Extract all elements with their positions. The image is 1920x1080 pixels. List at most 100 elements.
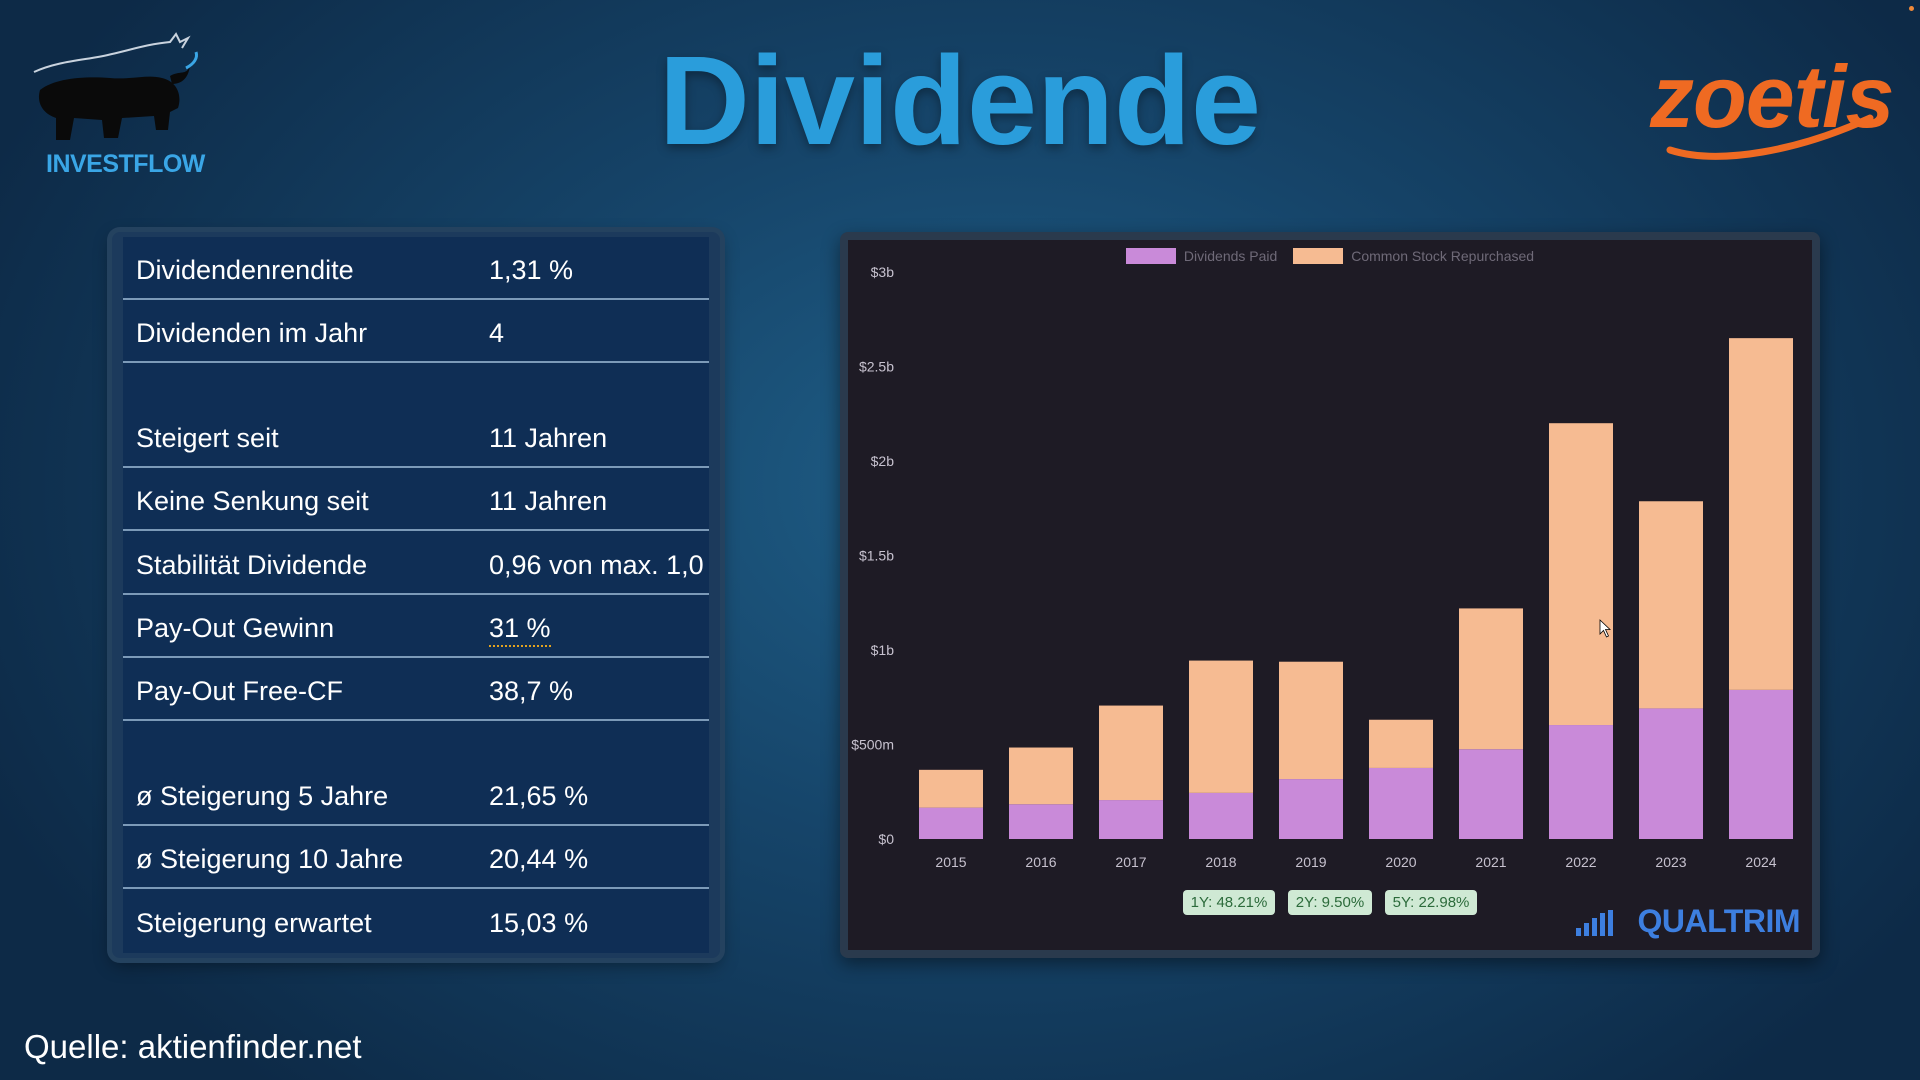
bar-stock-repurchased[interactable] bbox=[1639, 501, 1703, 709]
row-value: 0,96 von max. 1,0 bbox=[489, 550, 704, 580]
table-row: Steigerung erwartet 15,03 % bbox=[123, 890, 709, 953]
x-tick-label: 2021 bbox=[1475, 854, 1506, 870]
dividend-stats-panel: Dividendenrendite 1,31 % Dividenden im J… bbox=[112, 232, 720, 958]
qualtrim-logo-text: QUALTRIM bbox=[1637, 903, 1801, 939]
legend-swatch bbox=[1293, 248, 1344, 264]
y-tick-label: $2.5b bbox=[859, 359, 894, 375]
bar-dividends-paid[interactable] bbox=[1639, 708, 1703, 839]
zoetis-logo-text: zoetis bbox=[1650, 47, 1894, 146]
legend-item-dividends[interactable]: Dividends Paid bbox=[1125, 248, 1278, 264]
row-divider bbox=[123, 361, 709, 363]
table-row: Keine Senkung seit 11 Jahren bbox=[123, 468, 709, 531]
row-label: Pay-Out Free-CF bbox=[136, 676, 344, 706]
growth-badges: 1Y: 48.21% 2Y: 9.50% 5Y: 22.98% bbox=[848, 890, 1812, 915]
table-row: ø Steigerung 5 Jahre 21,65 % bbox=[123, 763, 709, 826]
chart-legend: Dividends Paid Common Stock Repurchased bbox=[848, 248, 1812, 264]
legend-label: Common Stock Repurchased bbox=[1351, 248, 1535, 264]
bar-dividends-paid[interactable] bbox=[919, 807, 983, 839]
stacked-bar-chart: $0 $500m $1b $1.5b $2b $2.5b $3b 2015 2016 2017 20… bbox=[851, 264, 1793, 870]
bar-dividends-paid[interactable] bbox=[1189, 792, 1253, 839]
swoosh-icon bbox=[1666, 114, 1874, 160]
y-tick-label: $0 bbox=[878, 831, 894, 847]
bar-dividends-paid[interactable] bbox=[1099, 800, 1163, 839]
row-divider bbox=[123, 656, 709, 658]
x-tick-label: 2023 bbox=[1655, 854, 1686, 870]
row-value: 1,31 % bbox=[489, 255, 574, 285]
bar-dividends-paid[interactable] bbox=[1279, 779, 1343, 839]
row-label: Dividenden im Jahr bbox=[136, 318, 368, 348]
bar-dividends-paid[interactable] bbox=[1369, 767, 1433, 839]
y-tick-label: $2b bbox=[871, 453, 895, 469]
y-tick-label: $1.5b bbox=[859, 548, 894, 564]
row-divider bbox=[123, 719, 709, 721]
chart-area: $0 $500m $1b $1.5b $2b $2.5b $3b 2015 2016 2017 20… bbox=[848, 240, 1812, 950]
row-divider bbox=[123, 466, 709, 468]
signal-bars-icon bbox=[1576, 910, 1613, 936]
bar-dividends-paid[interactable] bbox=[1549, 725, 1613, 839]
bar-stock-repurchased[interactable] bbox=[1459, 608, 1523, 750]
x-tick-label: 2019 bbox=[1295, 854, 1326, 870]
bar-dividends-paid[interactable] bbox=[1459, 749, 1523, 839]
recording-dot bbox=[1909, 6, 1914, 11]
row-value: 11 Jahren bbox=[489, 423, 608, 453]
y-tick-label: $500m bbox=[851, 737, 894, 753]
row-value: 20,44 % bbox=[489, 844, 589, 874]
legend-item-buybacks[interactable]: Common Stock Repurchased bbox=[1293, 248, 1534, 264]
investflow-logo: INVESTFLOW bbox=[30, 30, 205, 178]
row-value[interactable]: 31 % bbox=[489, 613, 551, 647]
y-tick-label: $3b bbox=[871, 264, 895, 280]
bull-icon bbox=[33, 32, 198, 140]
bar-dividends-paid[interactable] bbox=[1009, 804, 1073, 839]
row-divider bbox=[123, 824, 709, 826]
row-value: 21,65 % bbox=[489, 781, 589, 811]
mouse-cursor-icon bbox=[1599, 619, 1612, 638]
table-row: Stabilität Dividende 0,96 von max. 1,0 bbox=[123, 532, 709, 595]
x-tick-label: 2016 bbox=[1025, 854, 1056, 870]
bar-stock-repurchased[interactable] bbox=[1729, 338, 1793, 690]
row-value: 11 Jahren bbox=[489, 486, 608, 516]
x-tick-label: 2022 bbox=[1565, 854, 1596, 870]
x-tick-label: 2017 bbox=[1115, 854, 1146, 870]
x-tick-label: 2020 bbox=[1385, 854, 1416, 870]
row-label: Pay-Out Gewinn bbox=[136, 613, 335, 643]
bar-stock-repurchased[interactable] bbox=[1369, 719, 1433, 768]
row-value: 4 bbox=[489, 318, 505, 348]
row-divider bbox=[123, 593, 709, 595]
page-title: Dividende bbox=[658, 30, 1262, 171]
dividend-stats-table: Dividendenrendite 1,31 % Dividenden im J… bbox=[123, 237, 709, 953]
table-row: Steigert seit 11 Jahren bbox=[123, 405, 709, 468]
bar-stock-repurchased[interactable] bbox=[1279, 661, 1343, 780]
bar-stock-repurchased[interactable] bbox=[1009, 747, 1073, 805]
row-value: 15,03 % bbox=[489, 908, 589, 938]
row-label: Keine Senkung seit bbox=[136, 486, 369, 516]
row-label: Stabilität Dividende bbox=[136, 550, 368, 580]
bar-stock-repurchased[interactable] bbox=[1189, 660, 1253, 793]
row-label: ø Steigerung 10 Jahre bbox=[136, 844, 404, 874]
source-caption: Quelle: aktienfinder.net bbox=[24, 1028, 362, 1065]
legend-swatch bbox=[1125, 248, 1176, 264]
bar-dividends-paid[interactable] bbox=[1729, 689, 1793, 839]
x-tick-label: 2018 bbox=[1205, 854, 1236, 870]
row-value: 38,7 % bbox=[489, 676, 574, 706]
row-divider bbox=[123, 529, 709, 531]
table-row: Pay-Out Gewinn 31 % bbox=[123, 595, 709, 658]
bar-stock-repurchased[interactable] bbox=[919, 769, 983, 808]
zoetis-logo: zoetis bbox=[1640, 38, 1900, 160]
investflow-logo-text: INVESTFLOW bbox=[46, 150, 205, 178]
row-label: Steigert seit bbox=[136, 423, 279, 453]
growth-badge-2y: 2Y: 9.50% bbox=[1287, 890, 1373, 915]
bar-stock-repurchased[interactable] bbox=[1549, 423, 1613, 726]
row-label: Steigerung erwartet bbox=[136, 908, 372, 938]
table-row: ø Steigerung 10 Jahre 20,44 % bbox=[123, 826, 709, 889]
x-tick-label: 2015 bbox=[935, 854, 966, 870]
row-label: Dividendenrendite bbox=[136, 255, 354, 285]
x-tick-label: 2024 bbox=[1745, 854, 1776, 870]
dividend-chart-panel: $0 $500m $1b $1.5b $2b $2.5b $3b 2015 2016 2017 20… bbox=[840, 232, 1820, 958]
legend-label: Dividends Paid bbox=[1183, 248, 1278, 264]
row-divider bbox=[123, 887, 709, 889]
table-row: Pay-Out Free-CF 38,7 % bbox=[123, 658, 709, 721]
bar-stock-repurchased[interactable] bbox=[1099, 705, 1163, 801]
row-label: ø Steigerung 5 Jahre bbox=[136, 781, 389, 811]
table-row: Dividendenrendite 1,31 % bbox=[123, 237, 709, 300]
growth-badge-1y: 1Y: 48.21% bbox=[1182, 890, 1276, 915]
